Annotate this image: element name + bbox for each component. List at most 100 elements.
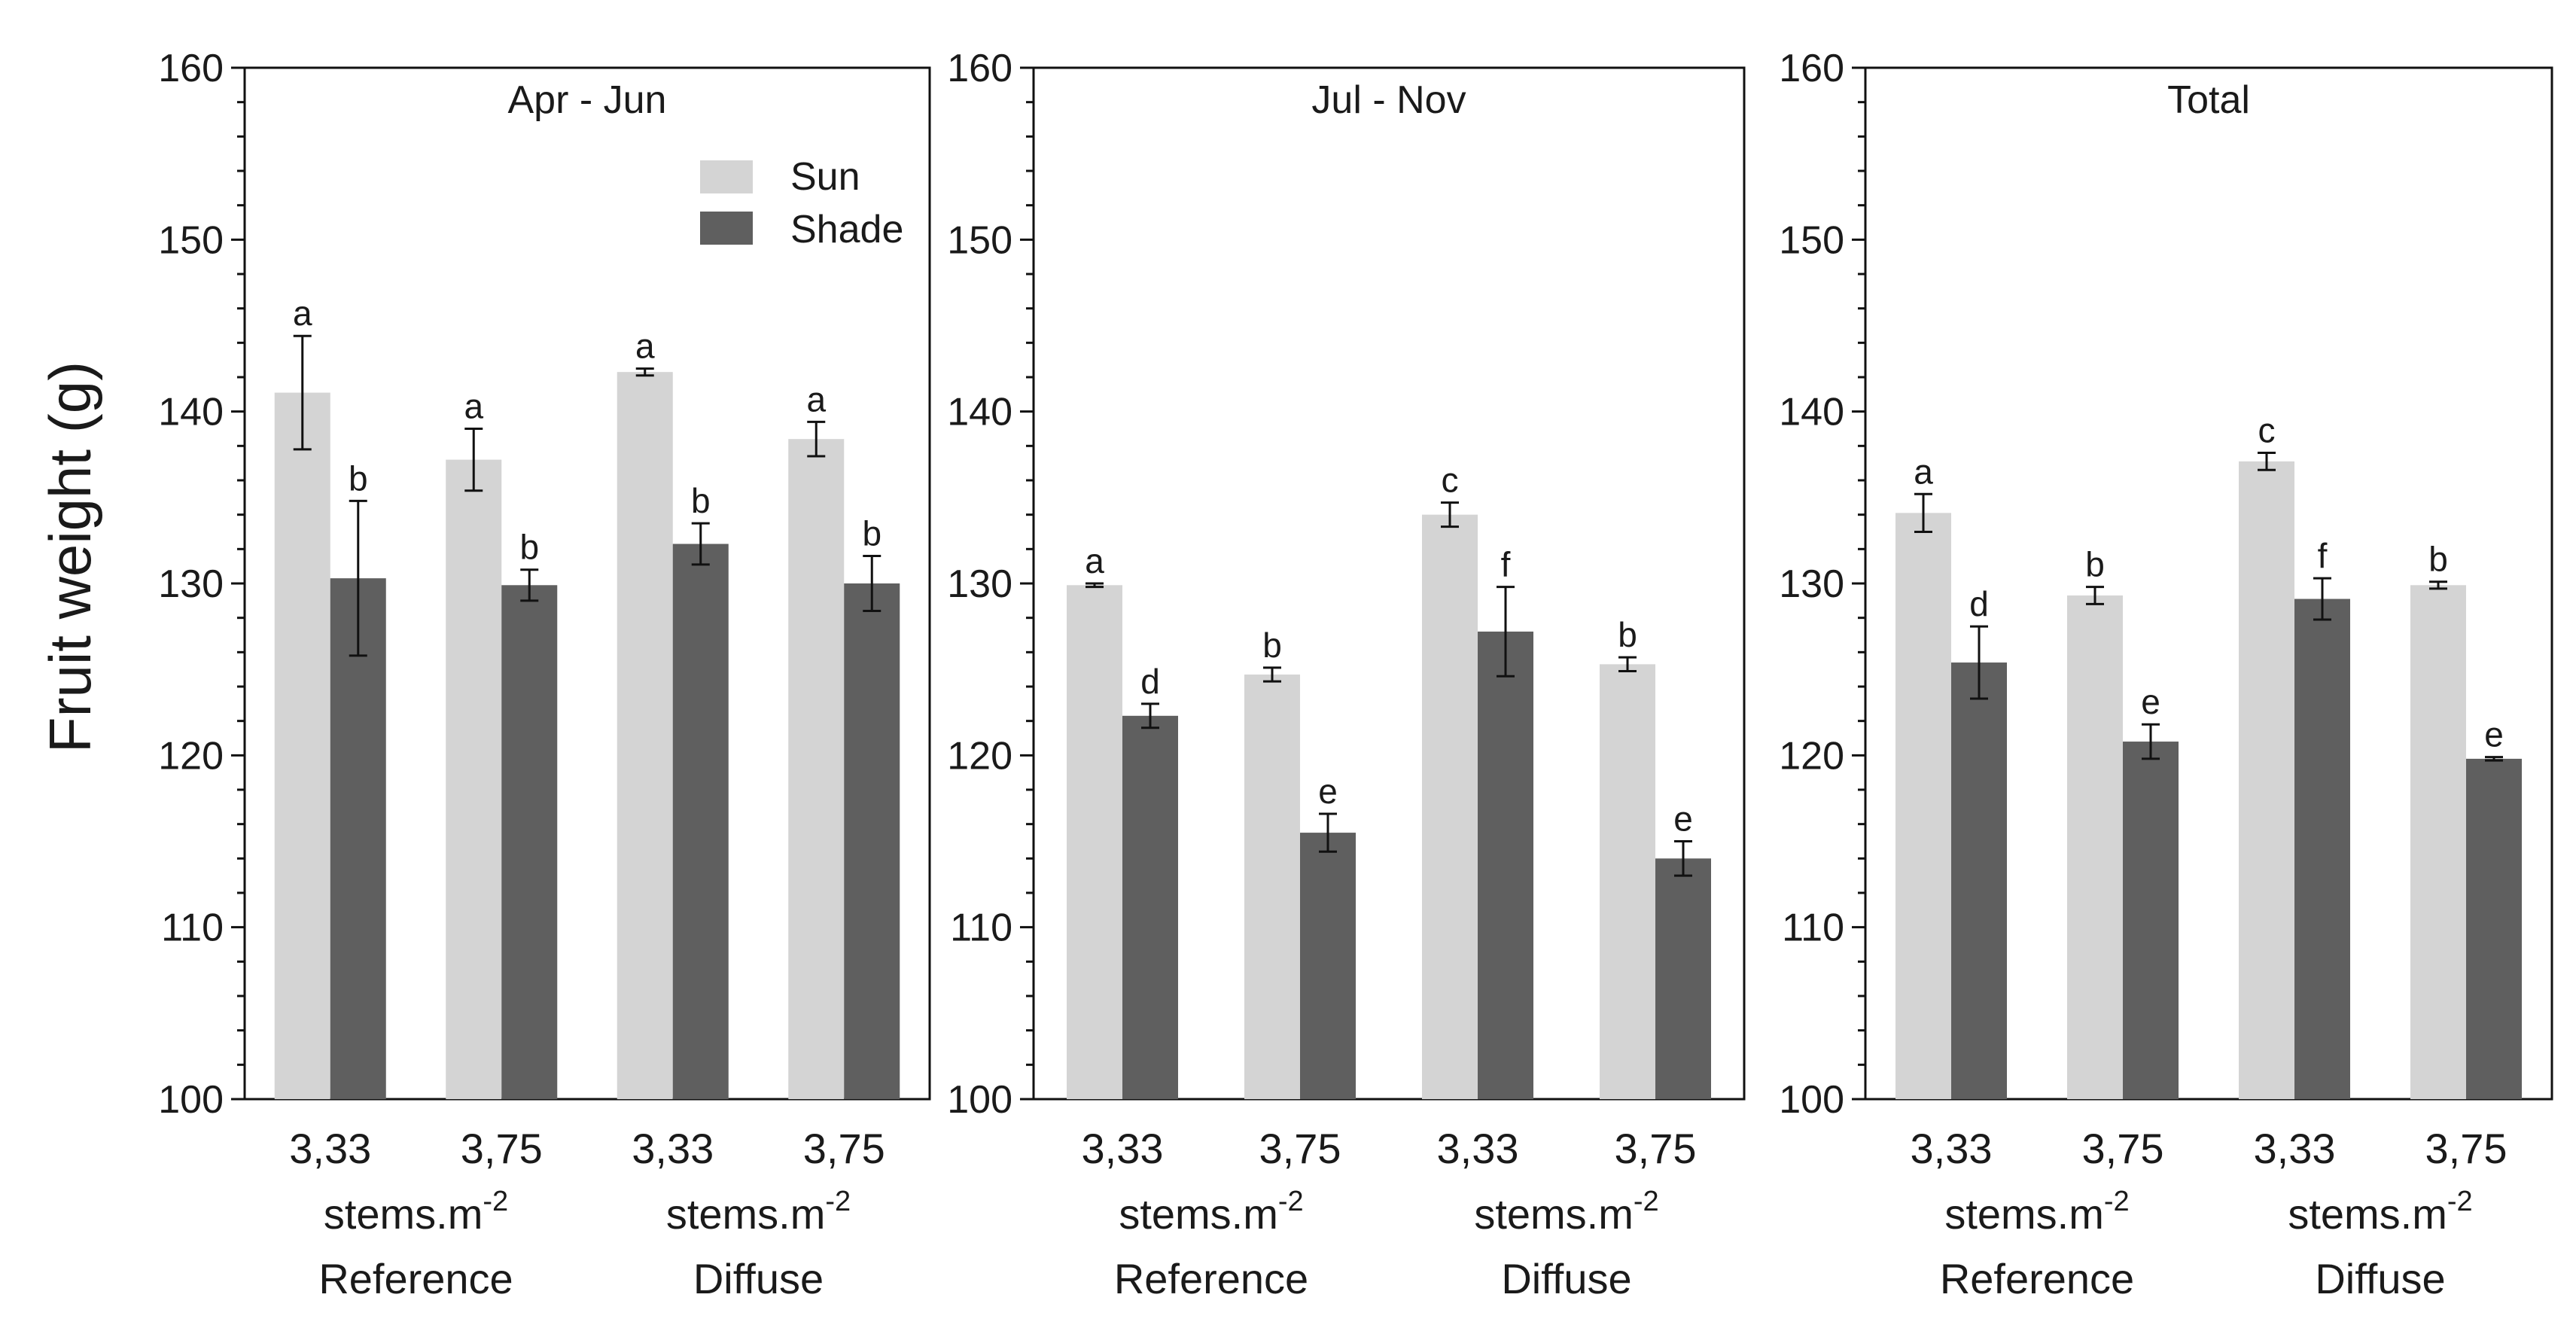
bar-shade — [1655, 858, 1711, 1099]
significance-label: d — [1140, 662, 1160, 701]
significance-label: a — [806, 379, 826, 419]
group-label: Reference — [1940, 1255, 2134, 1302]
y-tick-label: 120 — [947, 734, 1012, 778]
significance-label: e — [2141, 682, 2160, 721]
significance-label: b — [1262, 626, 1282, 665]
x-tick-label: 3,33 — [1911, 1125, 1993, 1172]
bar-sun — [446, 459, 502, 1099]
y-tick-label: 130 — [947, 562, 1012, 606]
y-tick-label: 130 — [1779, 562, 1844, 606]
y-tick-label: 150 — [158, 218, 224, 262]
group-label: Diffuse — [2315, 1255, 2445, 1302]
unit-label: stems.m-2 — [1119, 1186, 1303, 1238]
unit-exponent: -2 — [825, 1186, 851, 1217]
y-tick-label: 100 — [947, 1078, 1012, 1122]
bar-sun — [1600, 664, 1655, 1099]
chart-panel-3: 100 110 120 130 140 150 160 Total a d 3,33 b e 3,75 c f… — [1779, 47, 2553, 1302]
y-tick-label: 130 — [158, 562, 224, 606]
bar-shade — [1122, 715, 1178, 1099]
chart-panel-1: 100 110 120 130 140 150 160 Apr - Jun a b 3,33 a b 3,… — [158, 47, 931, 1302]
bar-sun — [2239, 461, 2294, 1099]
significance-label: a — [1914, 452, 1933, 491]
bar-shade — [1478, 631, 1533, 1099]
chart-panels: 100 110 120 130 140 150 160 Apr - Jun a b 3,33 a b 3,… — [158, 47, 2553, 1302]
y-tick-label: 160 — [158, 47, 224, 90]
bar-sun — [2067, 595, 2123, 1099]
significance-label: f — [1501, 545, 1511, 584]
bar-sun — [274, 392, 330, 1099]
bar-shade — [672, 544, 729, 1099]
y-tick-label: 150 — [1779, 218, 1844, 262]
x-tick-label: 3,75 — [461, 1125, 543, 1172]
unit-text: stems.m — [324, 1190, 483, 1238]
significance-label: b — [1618, 615, 1637, 654]
bar-shade — [1300, 833, 1356, 1099]
y-tick-label: 110 — [950, 906, 1012, 950]
x-tick-label: 3,33 — [1082, 1125, 1164, 1172]
unit-exponent: -2 — [1634, 1186, 1659, 1217]
chart-panel-2: 100 110 120 130 140 150 160 Jul - Nov a d 3,33 b e 3,… — [947, 47, 1746, 1302]
bar-sun — [1422, 514, 1478, 1099]
significance-label: e — [2484, 715, 2504, 754]
unit-label: stems.m-2 — [1474, 1186, 1658, 1238]
y-tick-label: 100 — [1779, 1078, 1844, 1122]
x-tick-label: 3,75 — [1259, 1125, 1341, 1172]
x-tick-label: 3,75 — [2082, 1125, 2164, 1172]
bar-sun — [2410, 585, 2466, 1099]
legend: Sun Shade — [700, 155, 903, 251]
group-label: Diffuse — [1501, 1255, 1631, 1302]
legend-label-shade: Shade — [790, 208, 903, 251]
y-tick-label: 110 — [161, 906, 224, 950]
bar-shade — [2294, 598, 2350, 1099]
unit-label: stems.m-2 — [1944, 1186, 2129, 1238]
x-tick-label: 3,33 — [289, 1125, 371, 1172]
legend-label-sun: Sun — [790, 155, 860, 199]
x-tick-label: 3,33 — [1437, 1125, 1519, 1172]
legend-swatch-sun — [700, 160, 753, 193]
y-axis-label: Fruit weight (g) — [37, 361, 103, 753]
y-tick-label: 110 — [1782, 906, 1844, 950]
bar-shade — [1951, 662, 2007, 1099]
significance-label: c — [1442, 461, 1459, 500]
bar-sun — [617, 372, 673, 1099]
bar-sun — [1895, 513, 1951, 1099]
chart-title: Apr - Jun — [508, 78, 667, 122]
x-tick-label: 3,33 — [2254, 1125, 2336, 1172]
y-tick-label: 120 — [1779, 734, 1844, 778]
significance-label: d — [1969, 584, 1989, 623]
significance-label: b — [519, 528, 539, 567]
group-label: Reference — [1114, 1255, 1308, 1302]
significance-label: e — [1318, 772, 1338, 811]
y-tick-label: 120 — [158, 734, 224, 778]
bar-shade — [2123, 742, 2179, 1099]
x-tick-label: 3,75 — [803, 1125, 885, 1172]
bar-sun — [1244, 675, 1300, 1099]
significance-label: e — [1673, 800, 1693, 839]
group-label: Diffuse — [693, 1255, 824, 1302]
significance-label: a — [464, 387, 483, 426]
significance-label: b — [2428, 540, 2448, 579]
x-tick-label: 3,75 — [1615, 1125, 1697, 1172]
unit-label: stems.m-2 — [666, 1186, 851, 1238]
unit-text: stems.m — [1944, 1190, 2104, 1238]
unit-text: stems.m — [1474, 1190, 1634, 1238]
bar-sun — [1067, 585, 1122, 1099]
bar-shade — [844, 583, 900, 1099]
unit-exponent: -2 — [2104, 1186, 2130, 1217]
unit-text: stems.m — [1119, 1190, 1278, 1238]
chart-title: Total — [2167, 78, 2250, 122]
group-label: Reference — [318, 1255, 513, 1302]
significance-label: b — [862, 513, 882, 553]
y-tick-label: 150 — [947, 218, 1012, 262]
bar-shade — [2466, 758, 2522, 1099]
significance-label: a — [635, 327, 655, 366]
bar-shade — [330, 578, 386, 1099]
unit-label: stems.m-2 — [2288, 1186, 2472, 1238]
significance-label: b — [349, 458, 368, 498]
y-tick-label: 140 — [1779, 391, 1844, 434]
y-tick-label: 160 — [947, 47, 1012, 90]
significance-label: c — [2258, 410, 2276, 449]
bar-shade — [501, 585, 558, 1099]
y-tick-label: 140 — [947, 391, 1012, 434]
